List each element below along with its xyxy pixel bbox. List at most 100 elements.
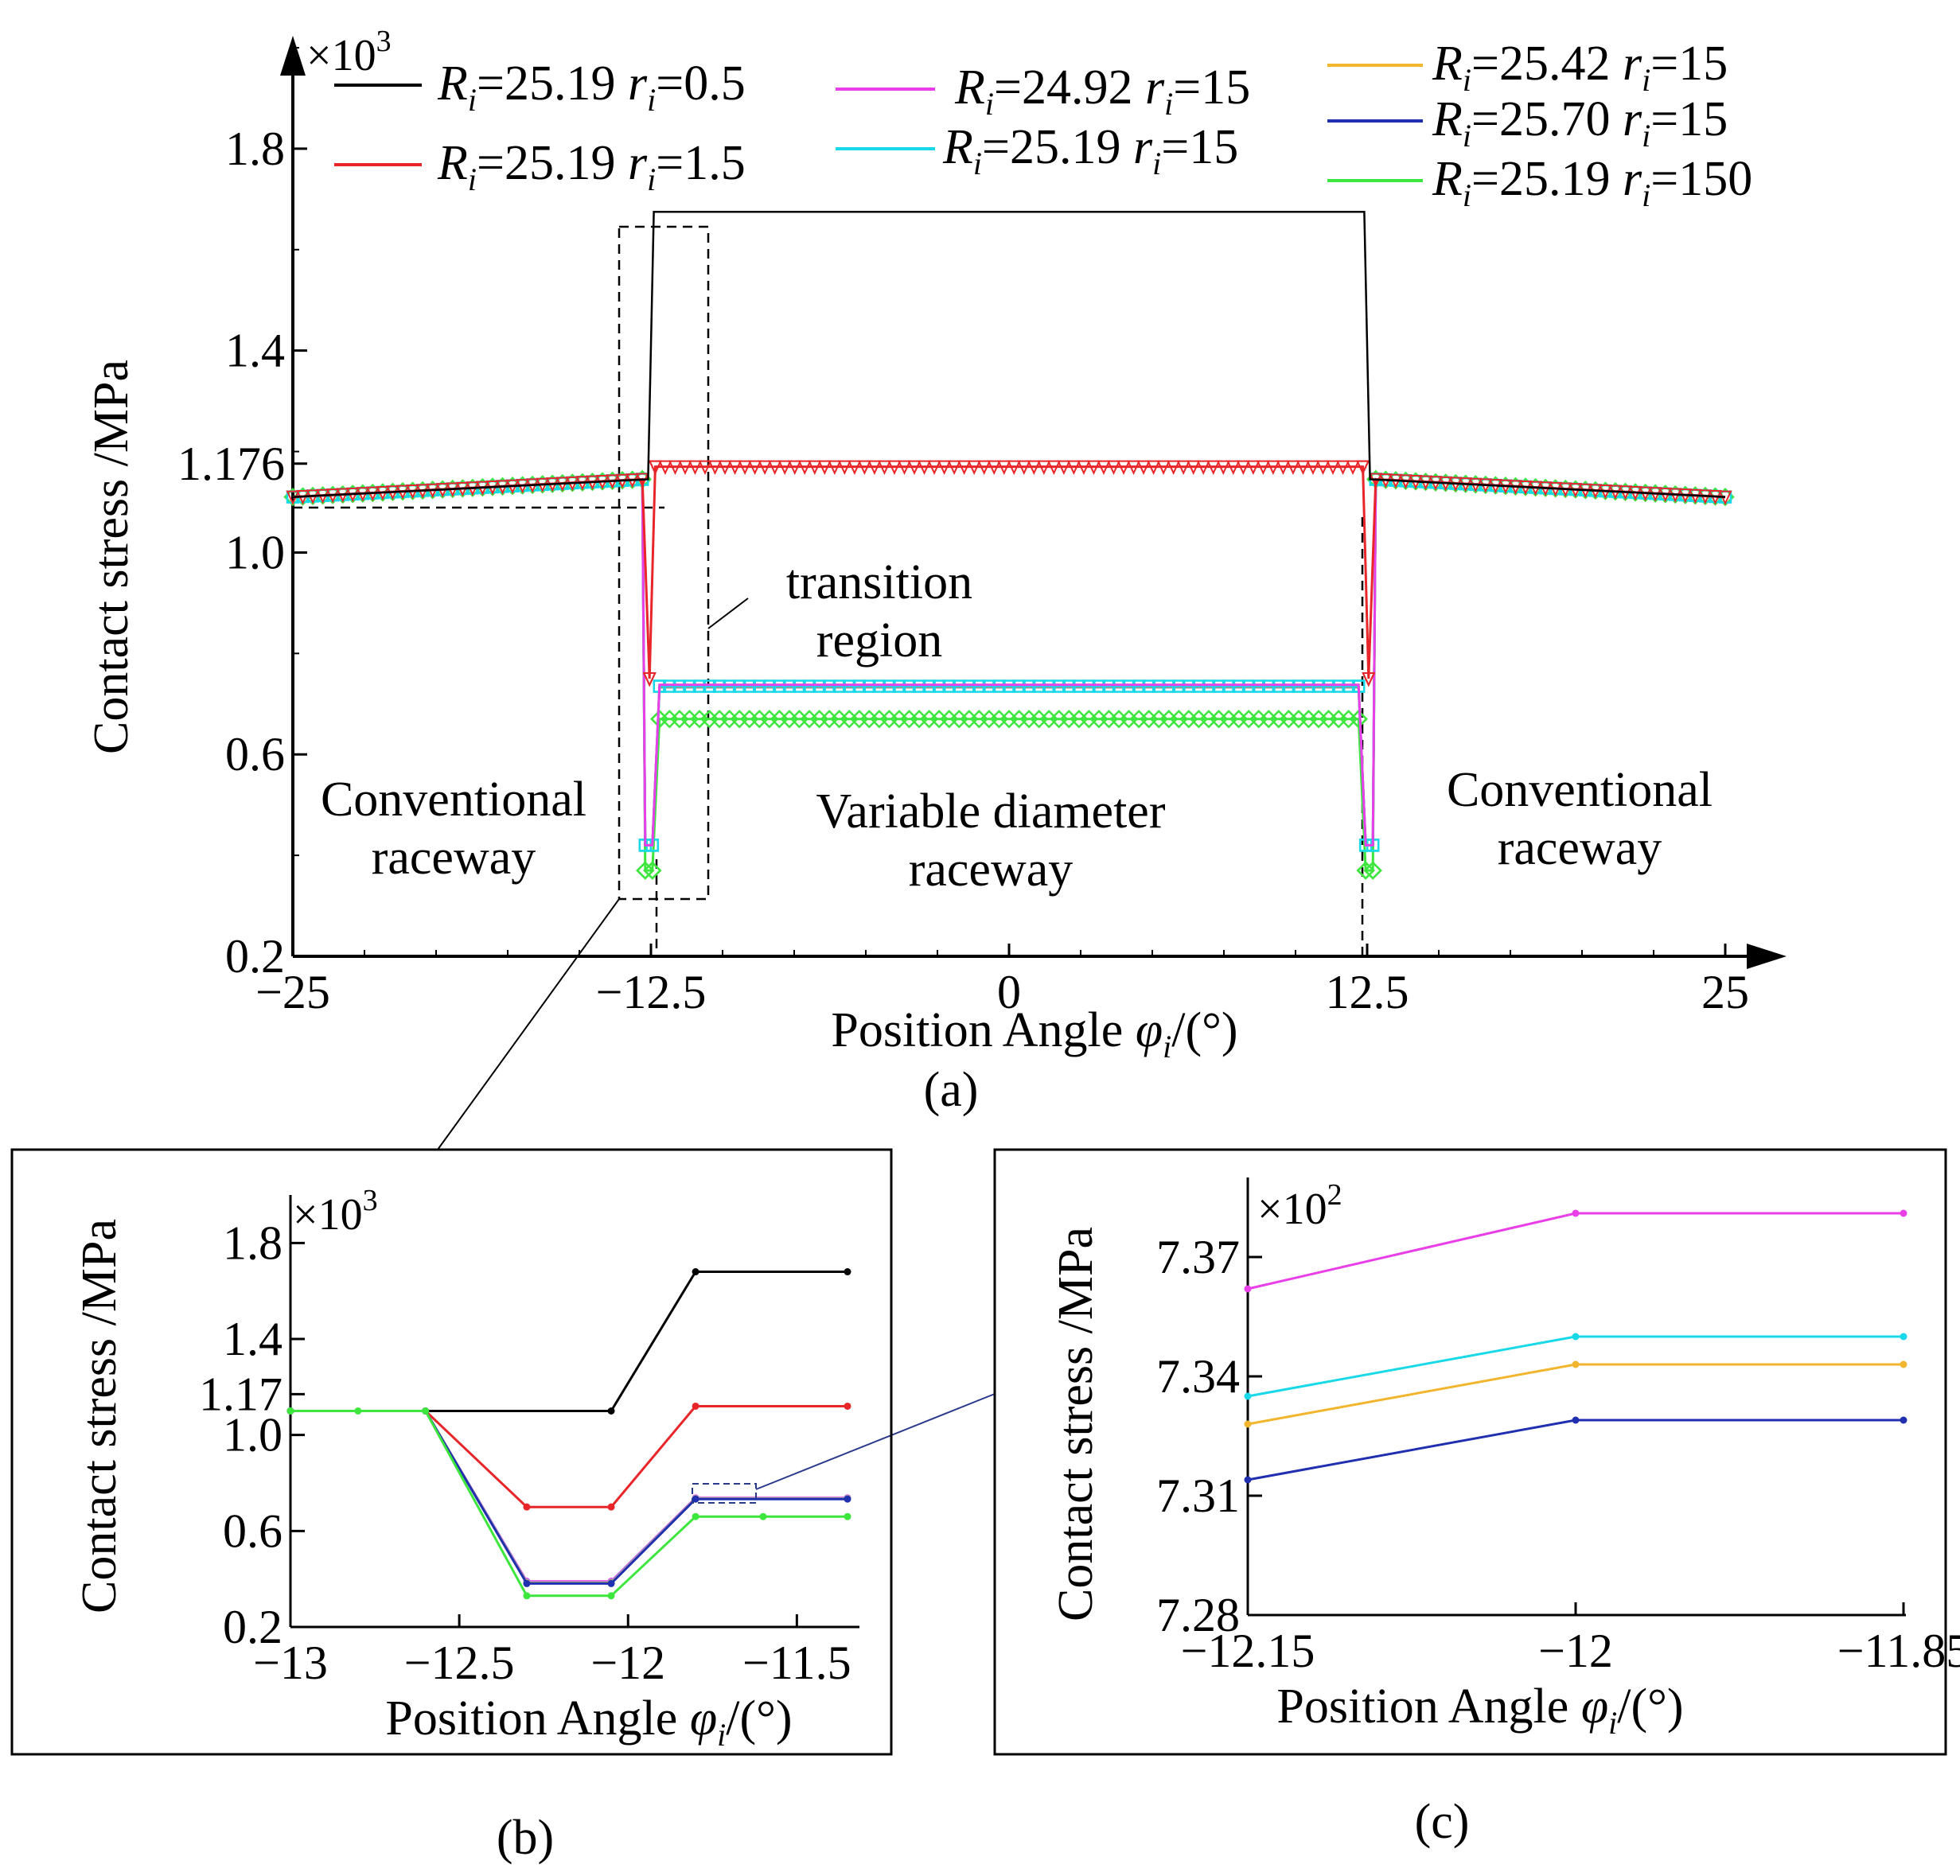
panel-a: ×103 Contact stress /MPa 1.8 1.4 1.176 1.0 0… [84,25,1787,1117]
panel-b-frame [10,1148,893,1756]
data-point [658,460,672,475]
panel-b-y-tick-label: 1.8 [223,1216,283,1269]
data-point [883,679,896,693]
data-point [1329,710,1348,729]
data-point [830,710,849,729]
data-point [1039,710,1058,729]
data-point [1356,460,1370,475]
data-point [1244,1285,1252,1293]
data-point [1142,679,1155,693]
data-point [1346,460,1360,475]
data-point [1179,710,1198,729]
data-point [942,679,956,693]
annotation-transition-line2: region [816,613,942,667]
data-point [643,861,662,880]
panel-a-y-ticks: 1.8 1.4 1.176 1.0 0.6 0.2 [177,47,307,983]
annotation-right-line1: Conventional [1447,763,1713,817]
panel-c-y-ticks: 7.37 7.34 7.31 7.28 [1156,1231,1262,1641]
series-line-c-3 [1247,1419,1903,1481]
series-line-a-1 [292,465,1726,679]
data-point [1159,710,1179,729]
data-point [1289,710,1308,729]
data-point [1097,460,1111,475]
data-point [902,679,916,693]
data-point [848,460,862,475]
data-point [753,679,766,693]
data-point [1331,679,1346,693]
data-point [762,679,777,693]
data-point [750,710,769,729]
series-line-b-2 [290,1410,848,1583]
data-point [723,679,736,693]
data-point [688,460,703,475]
data-point [422,1407,430,1415]
annotation-right-line2: raceway [1498,821,1662,875]
legend-label: Ri=25.19 ri=15 [942,120,1238,181]
connector-b-to-c [755,1393,996,1490]
data-point [1256,460,1270,475]
data-point [773,679,786,693]
data-point [1092,679,1106,693]
data-point [890,710,909,729]
data-point [982,679,996,693]
annotation-transition-leader [707,597,749,629]
data-point [1229,710,1249,729]
data-point [844,1495,851,1503]
data-point [832,679,846,693]
data-point [1349,710,1368,729]
data-point [698,460,712,475]
data-point [1119,710,1139,729]
data-point [1079,710,1099,729]
data-point [768,460,782,475]
panel-c-y-tick-label: 7.37 [1156,1231,1240,1283]
data-point [759,1512,767,1520]
data-point [1262,679,1276,693]
panel-a-caption: (a) [924,1063,979,1117]
data-point [1244,1476,1252,1484]
panel-a-y-tick-label: 1.0 [225,526,285,578]
data-point [1046,460,1061,475]
panel-a-x-label: Position Angle φi/(°) [831,1003,1237,1064]
data-point [802,679,816,693]
panel-a-x-tick-label: 0 [997,966,1021,1018]
series-line-a-2 [292,477,1726,847]
data-point [1147,460,1161,475]
data-point [1156,460,1171,475]
data-point [863,679,876,693]
data-point [1116,460,1131,475]
legend-label: Ri=25.19 ri=150 [1432,152,1752,213]
data-point [1319,710,1338,729]
data-point [1182,679,1196,693]
series-line-b-6 [290,1410,848,1598]
data-point [1032,679,1046,693]
panel-b-x-label: Position Angle φi/(°) [385,1691,792,1753]
panel-b-y-tick-label: 0.2 [223,1601,283,1653]
panel-a-y-tick-label: 1.4 [225,325,285,377]
data-point [738,460,752,475]
data-point [523,1503,531,1511]
data-point [728,460,742,475]
series-line-c-2 [1247,1363,1903,1426]
data-point [1362,672,1376,687]
data-point [607,1592,615,1600]
data-point [857,460,871,475]
data-point [892,679,906,693]
panel-a-x-tick-label: −12.5 [596,966,707,1018]
data-point [992,679,1006,693]
data-point [1189,710,1209,729]
annotation-middle-line1: Variable diameter [816,784,1166,839]
data-point [917,460,932,475]
data-point [1140,710,1159,729]
data-point [1266,460,1280,475]
data-point [887,460,902,475]
connector-a-to-b [437,898,620,1150]
data-point [1192,679,1206,693]
data-point [730,710,749,729]
data-point [1209,710,1229,729]
data-point [972,679,986,693]
data-point [852,679,867,693]
panel-b-y-label: Contact stress /MPa [72,1219,127,1613]
legend-label: Ri=25.70 ri=15 [1432,92,1728,154]
data-point [660,710,680,729]
data-point [607,1407,615,1415]
